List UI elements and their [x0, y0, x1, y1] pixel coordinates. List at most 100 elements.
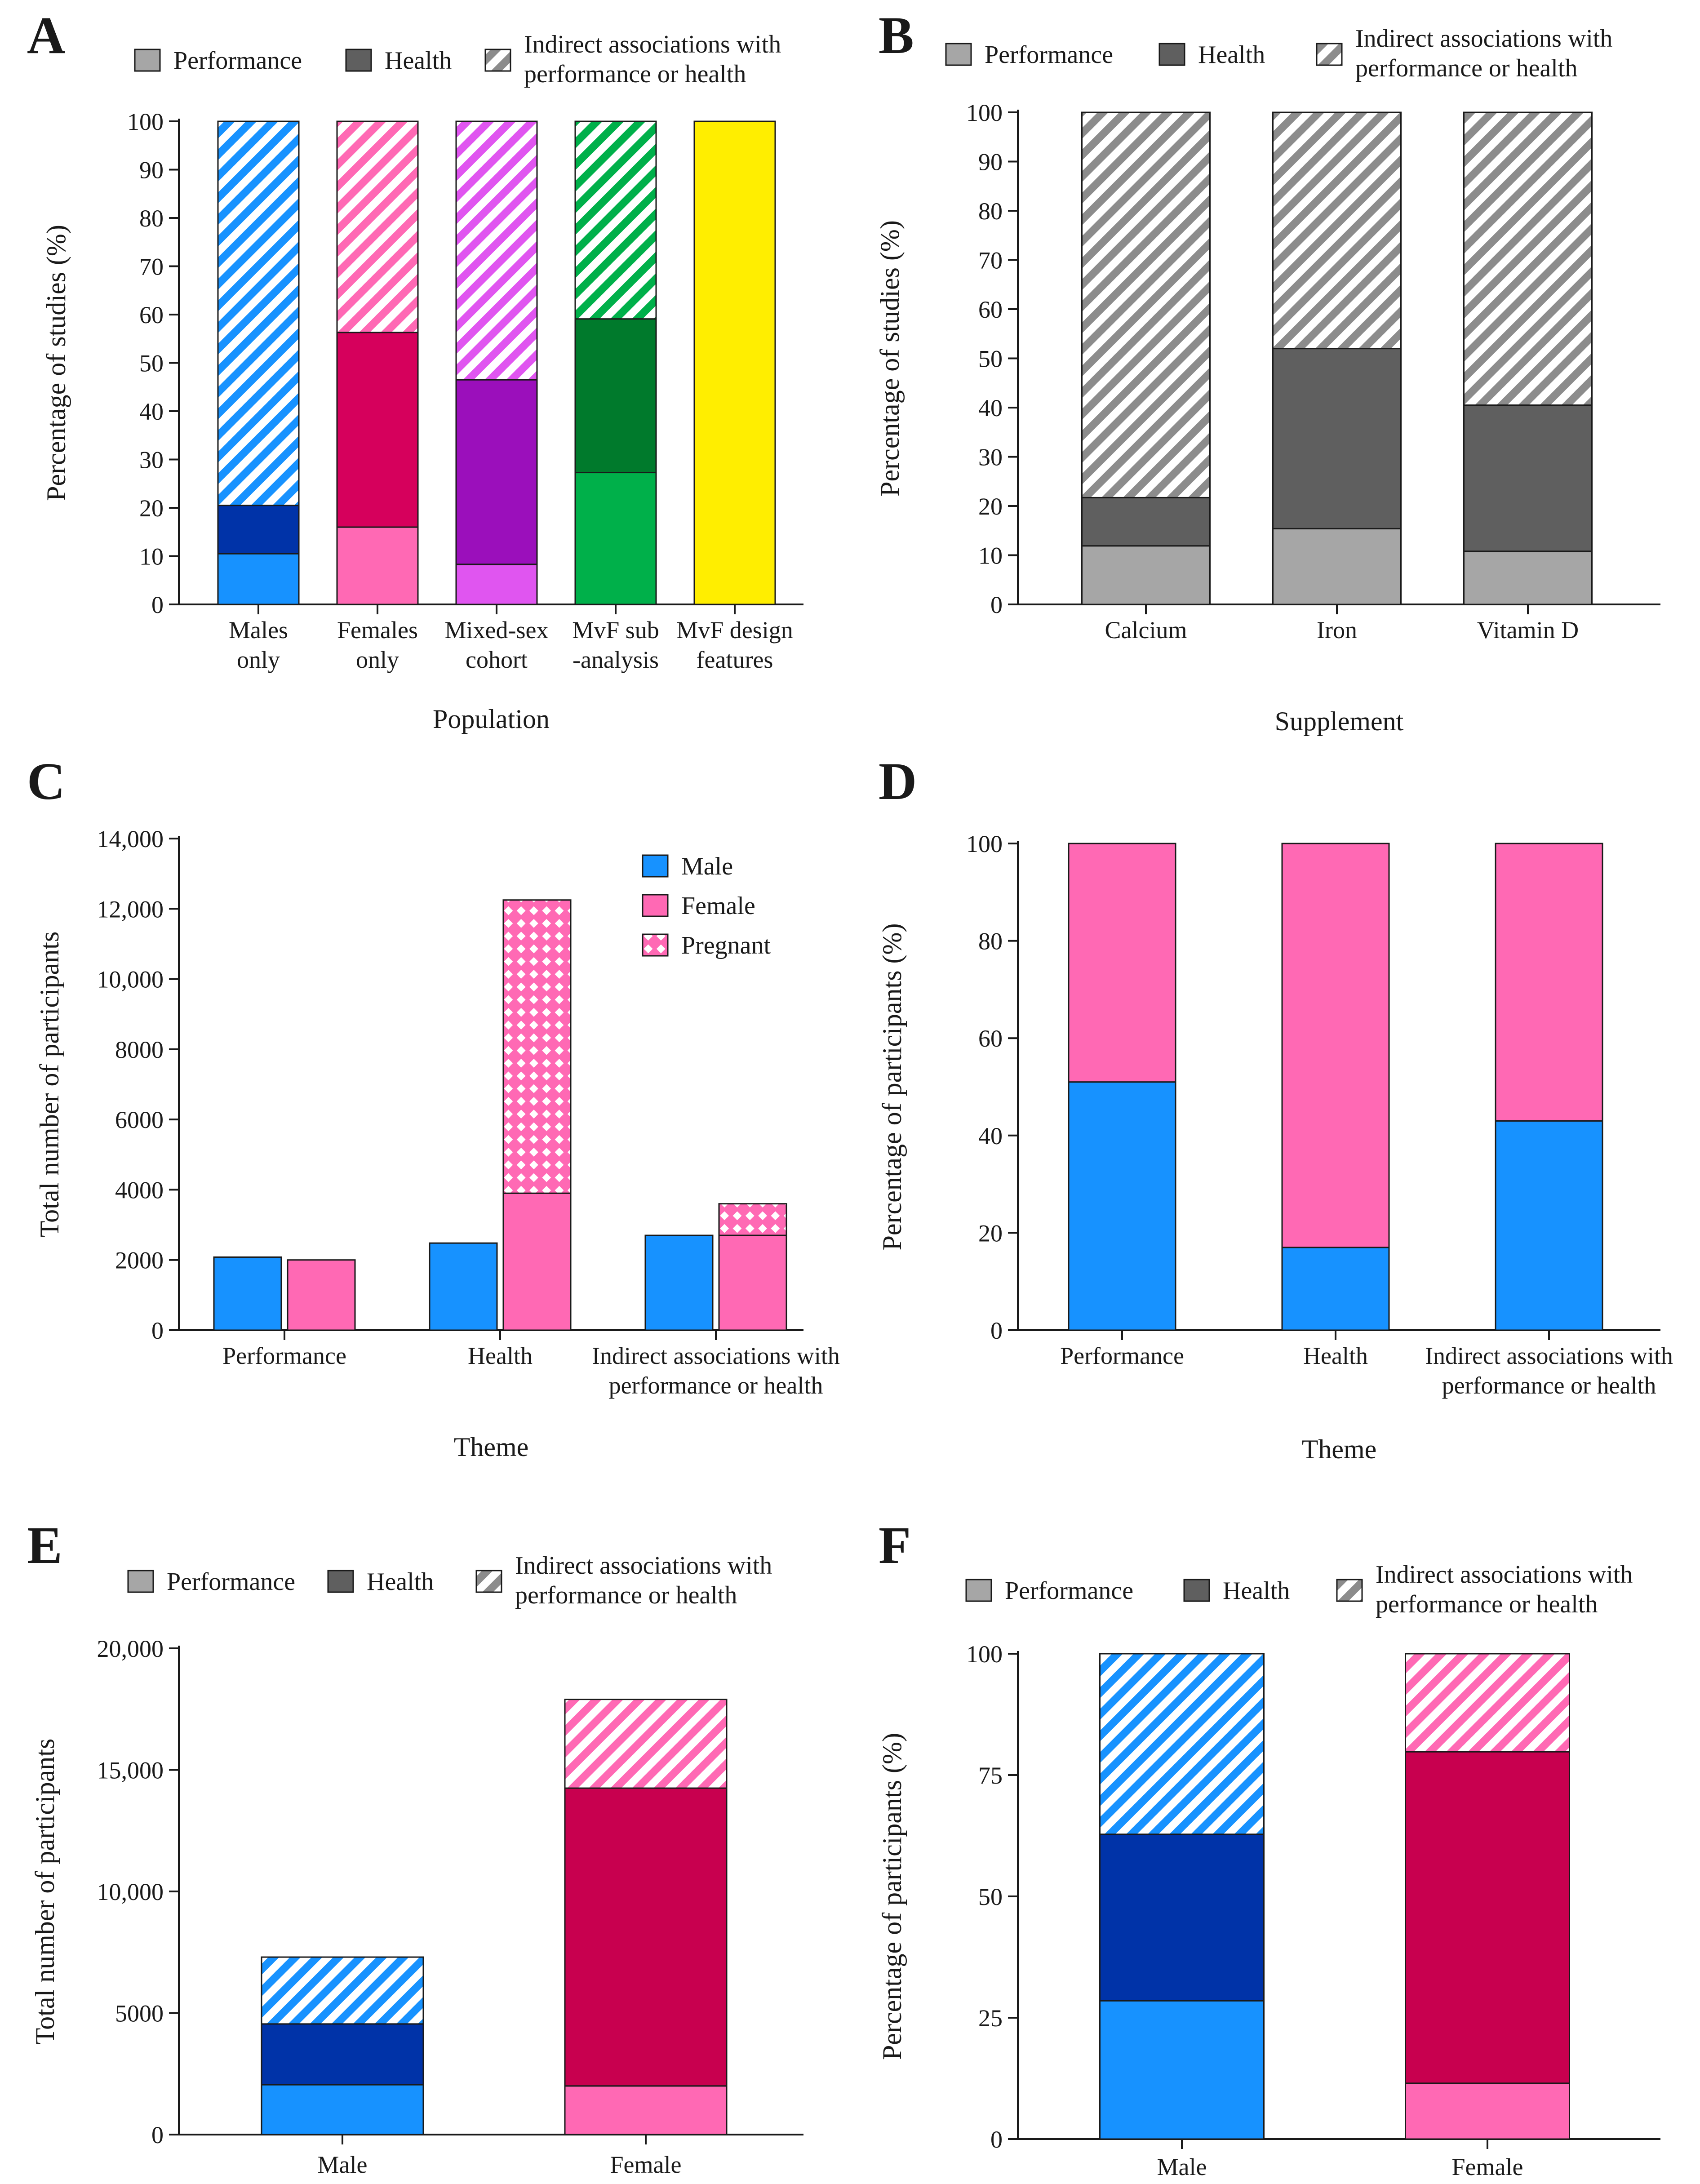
bar-health-male: [1099, 1833, 1265, 2002]
y-tick-label: 0: [151, 2122, 164, 2148]
legend-swatch-performance: [127, 1570, 154, 1593]
x-category-label-line: Performance: [222, 1342, 346, 1369]
bar-health-vitamin-d: [1463, 404, 1593, 552]
legend-label-pregnant: Pregnant: [681, 932, 771, 959]
bars: [217, 120, 776, 605]
bars: [1099, 1653, 1570, 2140]
bar-indirect-associations-with-performance-or-health-mvf-sub-analysis: [574, 120, 657, 320]
bar-male-health: [429, 1242, 498, 1331]
legend-label-female-line: Female: [681, 892, 755, 920]
bar-performance-males-only: [217, 553, 300, 605]
y-axis-title: Percentage of participants (%): [877, 923, 907, 1251]
legend-swatch-indirect-associations-with: [475, 1570, 502, 1593]
x-category-label: Health: [468, 1342, 533, 1369]
y-tick-label: 60: [978, 1025, 1003, 1052]
bar-indirect-associations-with-performance-or-health-female: [1405, 1653, 1570, 1753]
bar-indirect-associations-with-performance-or-health-male: [261, 1956, 424, 2025]
bar-performance-female: [1405, 2082, 1570, 2140]
bar-health-mvf-sub-analysis: [574, 318, 657, 474]
y-tick-label: 90: [139, 157, 164, 184]
bar-pregnant-indirect-associations-with: [718, 1203, 787, 1236]
x-category-label-line: MvF design: [676, 617, 793, 644]
x-category-label: Calcium: [1105, 617, 1187, 644]
x-category-label-line: Indirect associations with: [592, 1342, 840, 1369]
legend-swatch-performance: [945, 43, 972, 66]
bar-health-calcium: [1081, 497, 1211, 547]
bar-performance-calcium: [1081, 545, 1211, 605]
bar-performance-mvf-sub-analysis: [574, 472, 657, 605]
legend-label-performance: Performance: [985, 41, 1113, 69]
y-tick-label: 0: [151, 1317, 164, 1344]
legend-label-performance-line: Performance: [167, 1568, 295, 1596]
x-category-label-line: Males: [229, 617, 288, 644]
x-category-label: Females only: [337, 617, 418, 673]
x-axis-title: Theme: [1302, 1434, 1377, 1464]
y-tick-label: 50: [139, 350, 164, 377]
bar-health-female: [564, 1787, 728, 2087]
y-tick-label: 40: [139, 398, 164, 425]
y-axis-title: Percentage of participants (%): [877, 1733, 907, 2060]
bar-male-health: [1281, 1247, 1390, 1331]
bar-health-females-only: [336, 332, 419, 528]
legend-swatch-pregnant: [642, 933, 669, 957]
x-category-label: Performance: [222, 1342, 346, 1369]
bar-female-indirect-associations-with-performance-or-health: [1495, 843, 1603, 1122]
legend-swatch-health: [1158, 43, 1185, 66]
legend: Performance Health Indirect associations w…: [127, 1552, 772, 1609]
panel-label: F: [879, 1516, 911, 1575]
x-category-label-line: Vitamin D: [1477, 617, 1579, 644]
legend-label-performance: Performance: [173, 47, 302, 75]
y-tick-label: 40: [978, 395, 1003, 422]
x-category-label-line: -analysis: [573, 646, 659, 673]
panel-label: D: [879, 752, 917, 811]
y-tick-label: 0: [990, 1317, 1003, 1344]
x-category-label-line: Health: [1303, 1342, 1368, 1369]
bar-performance-vitamin-d: [1463, 550, 1593, 605]
x-category-label: Indirect associations with performance or…: [1425, 1342, 1673, 1399]
y-tick-label: 100: [966, 99, 1003, 126]
y-tick-label: 0: [151, 591, 164, 618]
x-category-label-line: only: [237, 646, 280, 673]
legend-swatch-indirect-associations-with: [484, 49, 511, 72]
bar-indirect-associations-with-performance-or-health-mixed-sex-cohort: [455, 120, 538, 381]
x-category-label-line: performance or health: [1442, 1372, 1656, 1399]
panel-d: D 0 20 40 60 80 100 Percentage of participants …: [877, 752, 1673, 1464]
bar-indirect-associations-with-performance-or-health-iron: [1272, 111, 1402, 350]
y-tick-label: 60: [139, 302, 164, 328]
x-axis-title: Supplement: [1275, 706, 1404, 736]
legend-label-performance-line: Performance: [1005, 1577, 1133, 1605]
x-category-label-line: Iron: [1317, 617, 1357, 644]
x-category-label: Vitamin D: [1477, 617, 1579, 644]
y-tick-label: 50: [978, 346, 1003, 373]
x-category-label: Male: [1157, 2153, 1207, 2180]
bar-health-males-only: [217, 505, 300, 555]
legend-label-health: Health: [1198, 41, 1265, 69]
panel-a: A Performance Health Indirect associations …: [27, 6, 803, 734]
x-category-label-line: Female: [1452, 2153, 1523, 2180]
y-tick-label: 15,000: [97, 1757, 164, 1784]
legend-label-health: Health: [367, 1568, 434, 1596]
panel-label: B: [879, 6, 914, 65]
panel-label: A: [27, 6, 65, 65]
bar-indirect-associations-with-performance-or-health-calcium: [1081, 111, 1211, 498]
legend-swatch-female: [642, 894, 669, 917]
legend-label-indirect-associations-with: Indirect associations with performance or…: [1376, 1561, 1633, 1618]
x-category-label-line: performance or health: [609, 1372, 823, 1399]
legend-label-health: Health: [1223, 1577, 1290, 1605]
y-tick-label: 10: [139, 543, 164, 570]
legend-label-performance: Performance: [167, 1568, 295, 1596]
x-category-label-line: Calcium: [1105, 617, 1187, 644]
panel-b: B Performance Health Indirect associations …: [875, 6, 1660, 736]
legend-swatch-health: [345, 49, 372, 72]
y-tick-label: 20: [139, 495, 164, 522]
x-category-label-line: Mixed-sex: [445, 617, 549, 644]
y-tick-label: 30: [139, 447, 164, 474]
bar-female-performance: [287, 1259, 356, 1331]
y-tick-label: 8000: [115, 1036, 164, 1063]
x-category-label-line: features: [697, 646, 773, 673]
y-tick-label: 10,000: [97, 1878, 164, 1905]
bar-indirect-associations-with-performance-or-health-males-only: [217, 120, 300, 506]
legend-swatch-health: [1183, 1579, 1210, 1602]
x-category-label: Health: [1303, 1342, 1368, 1369]
